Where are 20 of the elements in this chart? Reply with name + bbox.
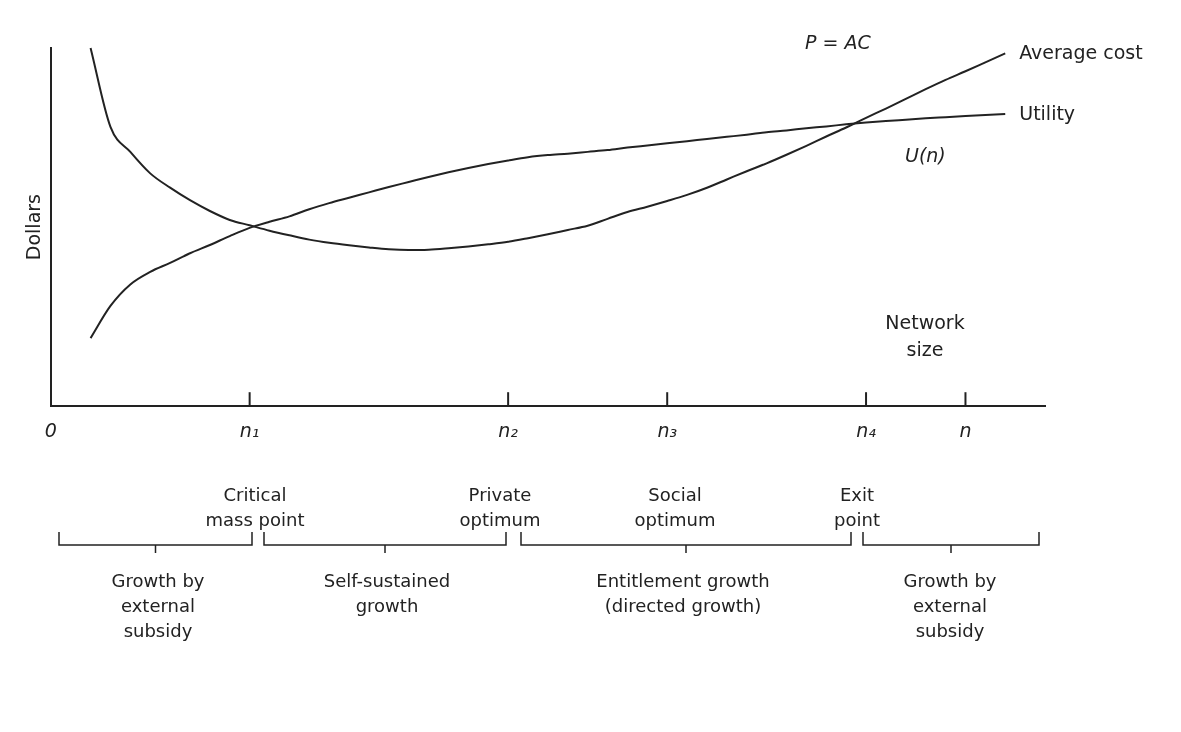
annotation: U(n) <box>905 143 946 168</box>
text: Self-sustained growth <box>322 569 452 618</box>
text: Exit point <box>833 483 881 532</box>
series-label: Utility <box>1019 101 1076 124</box>
x-tick-label: n₄ <box>856 418 877 441</box>
text: Social optimum <box>633 483 717 532</box>
x-axis-title: Network size <box>885 311 965 361</box>
text: Growth by external subsidy <box>110 569 206 643</box>
x-tick-label: n <box>959 418 972 441</box>
x-tick-label: n₁ <box>239 418 260 441</box>
y-axis-title: Dollars <box>22 194 45 261</box>
text: Entitlement growth (directed growth) <box>595 569 771 618</box>
x-tick-label: n₂ <box>498 418 519 441</box>
series-label: Average cost <box>1019 41 1143 64</box>
x-tick-label: n₃ <box>657 418 678 441</box>
x-tick-label: 0 <box>44 418 57 441</box>
text: Critical mass point <box>204 483 306 532</box>
text: Private optimum <box>458 483 542 532</box>
text: Growth by external subsidy <box>902 569 998 643</box>
annotation: P = AC <box>805 30 871 55</box>
